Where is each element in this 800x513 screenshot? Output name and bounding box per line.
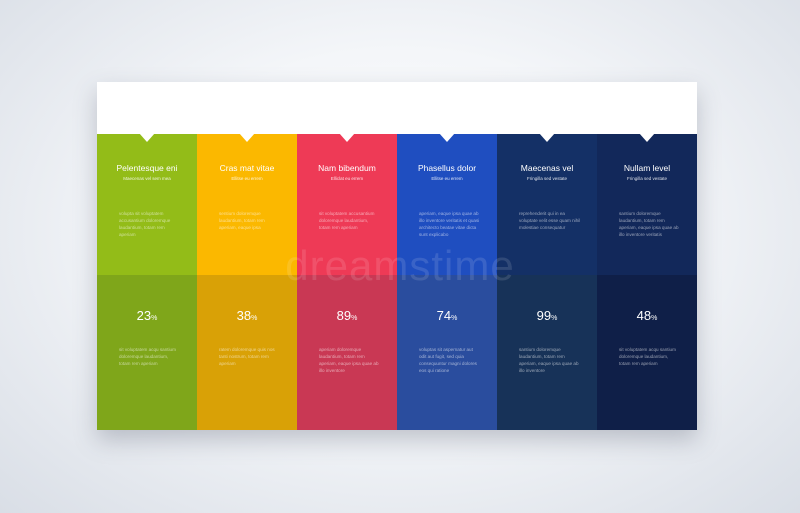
column-subtitle: Maecenas vel sem mea (123, 176, 171, 181)
column-subtitle: Elliclat eu errem (330, 176, 364, 181)
column-percent: 48% (597, 308, 697, 323)
column-description: santium doloremque laudantium, totam rem… (619, 211, 679, 237)
year-pointer-icon (239, 133, 255, 142)
percent-sign: % (251, 315, 258, 322)
year-pointer-icon (339, 133, 355, 142)
column-description: sentium doloremque laudantium, totam rem… (219, 211, 265, 230)
percent-sign: % (651, 315, 658, 322)
column-upper-panel (297, 134, 397, 275)
column-percent: 23% (97, 308, 197, 323)
year-pointer-icon (639, 133, 655, 142)
column-percent-description: sit voluptatem acqu santium doloremque l… (619, 347, 676, 366)
column-subtitle: Ellitse eu errem (231, 176, 263, 181)
percent-value: 38 (236, 308, 252, 323)
column-description: volupta sit voluptatem accusantium dolor… (119, 211, 171, 237)
column-percent-description: ratem doloremque quis nos tanti nostrum,… (219, 347, 275, 366)
timeline-column-2019: 2019 Nullam level Fringilla sed vestate … (597, 82, 697, 430)
column-percent: 99% (497, 308, 597, 323)
percent-value: 89 (336, 308, 352, 323)
column-title: Maecenas vel (520, 163, 574, 173)
timeline-column-2015: 2015 Cras mat vitae Ellitse eu errem sen… (197, 82, 297, 430)
column-lower-panel (97, 275, 197, 430)
timeline-column-2017: 2017 Phasellus dolor Ellitse eu errem ap… (397, 82, 497, 430)
timeline-column-2018: 2018 Maecenas vel Fringilla sed vestate … (497, 82, 597, 430)
column-upper-panel (197, 134, 297, 275)
column-lower-panel (497, 275, 597, 430)
percent-sign: % (451, 315, 458, 322)
column-description: sit voluptatem accusantium doloremque la… (319, 211, 375, 230)
column-percent-description: voluptas sit aspernatur aut odit aut fug… (419, 347, 477, 373)
column-lower-panel (397, 275, 497, 430)
column-description: aperiam, eaque ipsa quae ab illo invento… (419, 211, 480, 237)
column-description: reprehenderit qui in ea voluptate velit … (519, 211, 581, 230)
column-upper-panel (597, 134, 697, 275)
column-title: Nam bibendum (318, 163, 376, 173)
year-pointer-icon (439, 133, 455, 142)
column-subtitle: Fringilla sed vestate (626, 176, 668, 181)
column-percent: 38% (197, 308, 297, 323)
percent-sign: % (351, 315, 358, 322)
column-percent-description: santium doloremque laudantium, totam rem… (519, 347, 579, 373)
timeline-column-2016: 2016 Nam bibendum Elliclat eu errem sit … (297, 82, 397, 430)
percent-value: 48 (636, 308, 652, 323)
timeline-column-2014: 2014 Pelentesque eni Maecenas vel sem me… (97, 82, 197, 430)
column-percent: 74% (397, 308, 497, 323)
column-lower-panel (197, 275, 297, 430)
year-header-bar (97, 82, 697, 134)
column-upper-panel (497, 134, 597, 275)
column-upper-panel (97, 134, 197, 275)
column-percent-description: aperiam doloremque laudantium, totam rem… (319, 347, 379, 373)
column-upper-panel (397, 134, 497, 275)
column-lower-panel (597, 275, 697, 430)
column-subtitle: Ellitse eu errem (431, 176, 463, 181)
timeline-infographic: 2014 Pelentesque eni Maecenas vel sem me… (97, 82, 697, 430)
column-percent-description: sit voluptatem acqu santium doloremque l… (119, 347, 176, 366)
column-percent: 89% (297, 308, 397, 323)
column-title: Phasellus dolor (417, 163, 477, 173)
year-pointer-icon (539, 133, 555, 142)
column-title: Cras mat vitae (219, 163, 275, 173)
column-title: Pelentesque eni (116, 163, 178, 173)
column-lower-panel (297, 275, 397, 430)
column-title: Nullam level (623, 163, 671, 173)
percent-value: 99 (536, 308, 552, 323)
year-pointer-icon (139, 133, 155, 142)
percent-sign: % (151, 315, 158, 322)
percent-value: 74 (436, 308, 452, 323)
percent-sign: % (551, 315, 558, 322)
column-subtitle: Fringilla sed vestate (526, 176, 568, 181)
percent-value: 23 (136, 308, 152, 323)
